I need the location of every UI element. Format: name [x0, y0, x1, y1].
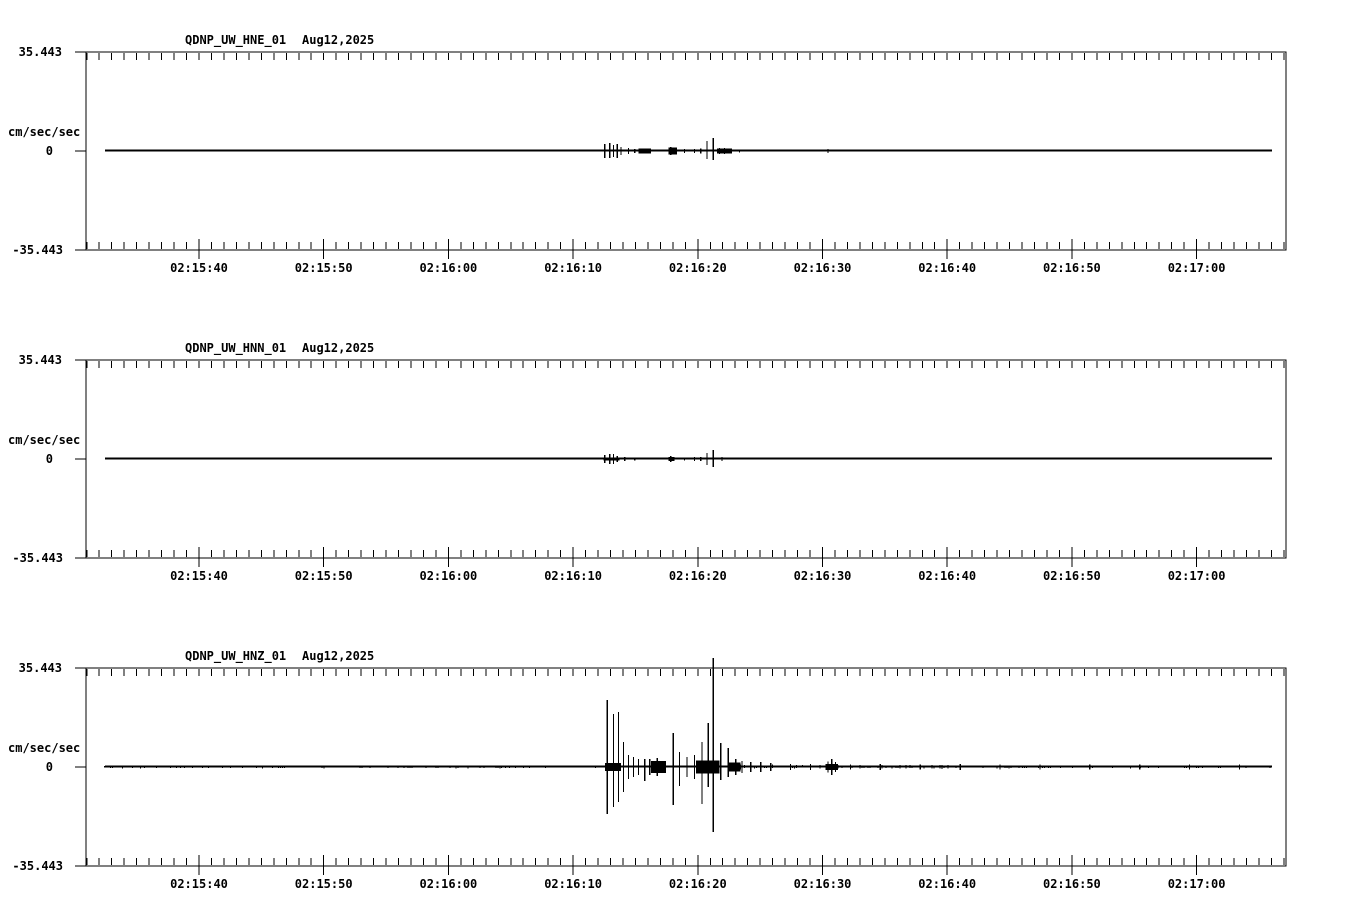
panel3-title-date: Aug12,2025 [302, 649, 375, 663]
time-tick-label: 02:16:50 [1042, 261, 1101, 275]
time-tick-label: 02:16:30 [793, 877, 852, 891]
time-tick-label: 02:16:10 [544, 261, 602, 275]
time-tick-label: 02:16:50 [1042, 877, 1101, 891]
time-tick-label: 02:16:30 [793, 569, 852, 583]
time-tick-label: 02:17:00 [1167, 569, 1226, 583]
panel3-units-label: cm/sec/sec [8, 741, 81, 755]
panel2-yzero-label: 0 [45, 452, 53, 466]
time-tick-label: 02:15:50 [294, 569, 353, 583]
time-tick-label: 02:16:00 [419, 569, 478, 583]
panel2-ymin-label: -35.443 [12, 551, 63, 565]
time-tick-label: 02:16:10 [544, 569, 602, 583]
time-tick-label: 02:15:50 [294, 261, 353, 275]
time-tick-label: 02:16:00 [419, 261, 478, 275]
time-tick-label: 02:15:40 [170, 877, 228, 891]
time-tick-label: 02:16:40 [918, 877, 977, 891]
time-tick-label: 02:16:20 [668, 261, 727, 275]
panel3-yzero-label: 0 [45, 760, 53, 774]
time-tick-label: 02:15:40 [170, 569, 228, 583]
panel1-title-date: Aug12,2025 [302, 33, 375, 47]
time-tick-label: 02:16:30 [793, 261, 852, 275]
time-tick-label: 02:17:00 [1167, 877, 1226, 891]
panel1-title-station: QDNP_UW_HNE_01 [185, 33, 287, 47]
panel2-title-date: Aug12,2025 [302, 341, 375, 355]
panel1-units-label: cm/sec/sec [8, 125, 81, 139]
time-tick-label: 02:15:50 [294, 877, 353, 891]
panel1-ymax-label: 35.443 [18, 45, 62, 59]
panel3-ymin-label: -35.443 [12, 859, 63, 873]
time-tick-label: 02:16:20 [668, 569, 727, 583]
time-tick-label: 02:16:10 [544, 877, 602, 891]
panel1-yzero-label: 0 [45, 144, 53, 158]
time-tick-label: 02:15:40 [170, 261, 228, 275]
panel2-units-label: cm/sec/sec [8, 433, 81, 447]
panel1-ymin-label: -35.443 [12, 243, 63, 257]
time-tick-label: 02:16:50 [1042, 569, 1101, 583]
panel2-ymax-label: 35.443 [18, 353, 62, 367]
panel2-title-station: QDNP_UW_HNN_01 [185, 341, 287, 355]
time-tick-label: 02:17:00 [1167, 261, 1226, 275]
time-tick-label: 02:16:20 [668, 877, 727, 891]
time-tick-label: 02:16:40 [918, 569, 977, 583]
panel3-ymax-label: 35.443 [18, 661, 62, 675]
time-tick-label: 02:16:00 [419, 877, 478, 891]
time-tick-label: 02:16:40 [918, 261, 977, 275]
panel3-title-station: QDNP_UW_HNZ_01 [185, 649, 287, 663]
